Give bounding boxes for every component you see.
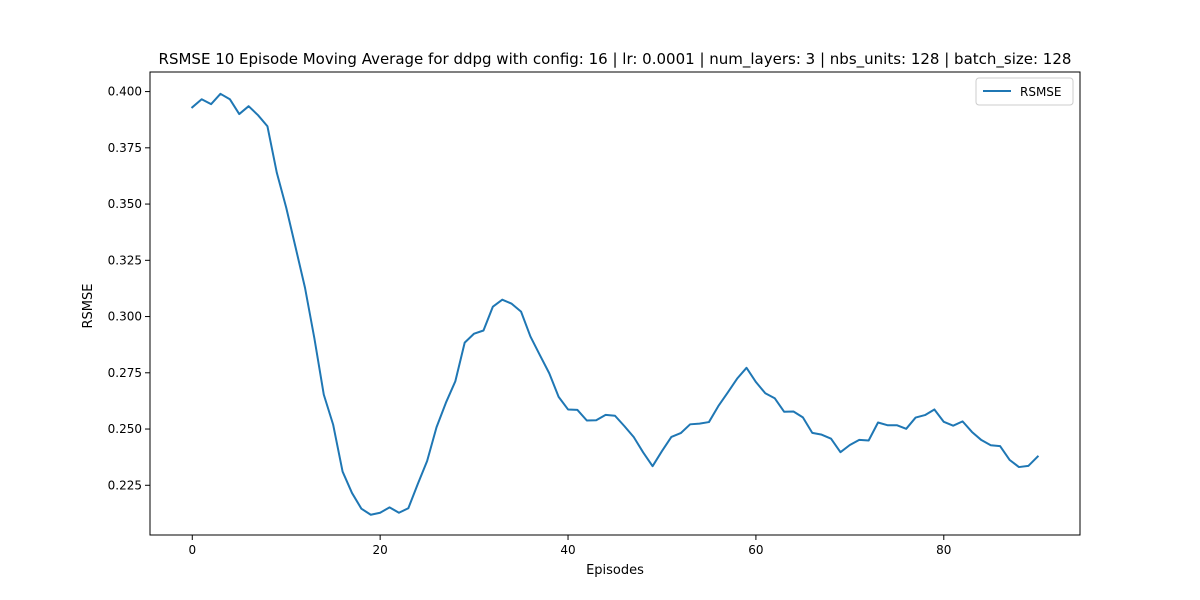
y-tick-label: 0.275: [108, 366, 142, 380]
x-tick-label: 80: [936, 543, 951, 557]
y-tick-label: 0.375: [108, 141, 142, 155]
x-tick-label: 20: [373, 543, 388, 557]
x-axis-label: Episodes: [586, 563, 644, 578]
x-tick-label: 0: [188, 543, 196, 557]
legend-box: [975, 77, 1074, 106]
chart-title: RSMSE 10 Episode Moving Average for ddpg…: [159, 50, 1072, 69]
y-tick-label: 0.300: [108, 310, 142, 324]
plot-frame: [149, 71, 1081, 536]
y-tick-label: 0.250: [108, 422, 142, 436]
y-tick-label: 0.225: [108, 478, 142, 492]
y-axis: 0.225 0.250 0.275 0.300 0.325 0.350 0.375 0.400: [108, 85, 150, 492]
x-tick-label: 40: [560, 543, 575, 557]
y-tick-label: 0.325: [108, 253, 142, 267]
plot-area: [149, 71, 1081, 536]
x-tick-label: 60: [748, 543, 763, 557]
y-tick-label: 0.350: [108, 197, 142, 211]
series-line-rsmse: [190, 92, 1040, 516]
legend: RSMSE: [975, 77, 1074, 106]
series-layer: [190, 92, 1040, 516]
y-axis-label: RSMSE: [81, 284, 96, 329]
x-axis: 0 20 40 60 80: [188, 535, 951, 557]
legend-label: RSMSE: [1020, 85, 1062, 99]
y-tick-label: 0.400: [108, 85, 142, 99]
